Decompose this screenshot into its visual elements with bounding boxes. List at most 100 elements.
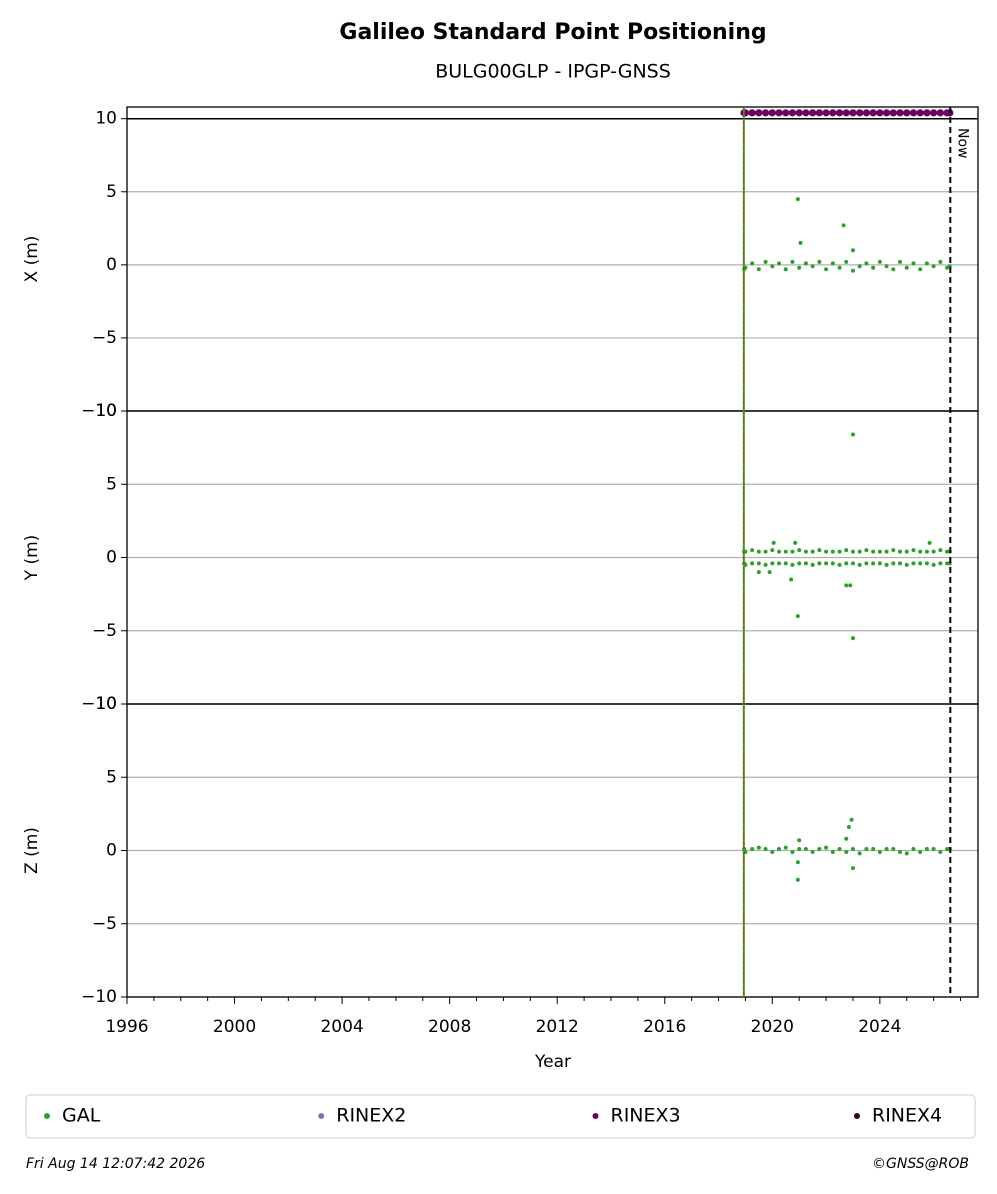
data-point (817, 548, 822, 553)
data-point (809, 109, 817, 117)
x-axis-label: Year (534, 1052, 571, 1072)
data-point (889, 109, 897, 117)
data-point (763, 259, 768, 264)
data-point (790, 562, 795, 567)
data-point (918, 849, 923, 854)
data-point (864, 561, 869, 566)
data-point (904, 562, 909, 567)
data-point (756, 561, 761, 566)
data-point (803, 549, 808, 554)
data-point (775, 109, 783, 117)
data-point (911, 561, 916, 566)
legend-box (25, 1094, 976, 1139)
data-point (797, 561, 802, 566)
data-point (871, 847, 876, 852)
data-point (850, 561, 855, 566)
y-tick-label: −5 (92, 328, 117, 348)
data-point (862, 109, 871, 117)
data-point (844, 561, 849, 566)
data-point (767, 570, 772, 575)
data-point (837, 847, 842, 852)
x-tick-label: 2020 (751, 1017, 794, 1037)
legend-marker (44, 1113, 50, 1119)
data-point (830, 261, 835, 266)
data-point (857, 264, 862, 269)
data-point (911, 847, 916, 852)
data-point (871, 265, 876, 270)
data-point (924, 261, 929, 266)
y-tick-label: 5 (106, 182, 117, 202)
y-tick-label: −10 (81, 401, 117, 421)
y-tick-label: −10 (81, 987, 117, 1007)
data-point (761, 109, 770, 117)
data-point (770, 849, 775, 854)
x-tick-label: 2016 (643, 1017, 686, 1037)
data-point (790, 849, 795, 854)
data-point (871, 549, 876, 554)
data-point (857, 562, 862, 567)
y-axis-label: Y (m) (22, 535, 42, 582)
data-point (882, 109, 891, 117)
data-point (923, 109, 931, 117)
data-point (904, 265, 909, 270)
data-point (815, 109, 823, 117)
data-point (848, 583, 853, 588)
data-point (904, 549, 909, 554)
data-point (844, 548, 849, 553)
data-point (763, 549, 768, 554)
data-point (750, 261, 755, 266)
panel-frame (126, 703, 979, 998)
data-point (797, 838, 802, 843)
data-point (824, 267, 829, 272)
data-point (782, 109, 790, 117)
data-point (763, 562, 768, 567)
data-point (756, 267, 761, 272)
data-point (924, 561, 929, 566)
data-point (931, 847, 936, 852)
data-point (891, 548, 896, 553)
data-point (938, 561, 943, 566)
data-point (891, 561, 896, 566)
data-point (896, 109, 904, 117)
data-point (850, 432, 855, 437)
data-point (869, 109, 877, 117)
data-point (810, 264, 815, 269)
data-point (795, 109, 803, 117)
data-point (793, 540, 798, 545)
data-point (768, 109, 776, 117)
data-point (904, 851, 909, 856)
data-point (849, 817, 854, 822)
data-point (777, 561, 782, 566)
data-point (824, 561, 829, 566)
data-point (884, 549, 889, 554)
chart-title: Galileo Standard Point Positioning (339, 20, 766, 45)
data-point (903, 109, 911, 117)
legend-label: GAL (62, 1105, 101, 1127)
data-point (802, 109, 810, 117)
y-tick-label: 5 (106, 767, 117, 787)
y-tick-label: 0 (106, 841, 117, 861)
data-point (810, 849, 815, 854)
x-tick-label: 2008 (428, 1017, 471, 1037)
data-point (891, 267, 896, 272)
y-axis-label: X (m) (22, 236, 42, 283)
data-point (909, 109, 918, 117)
data-point (918, 549, 923, 554)
data-point (884, 847, 889, 852)
data-point (857, 549, 862, 554)
data-point (850, 549, 855, 554)
data-point (803, 847, 808, 852)
data-point (884, 562, 889, 567)
data-point (783, 845, 788, 850)
data-point (756, 845, 761, 850)
data-point (927, 540, 932, 545)
legend-marker (854, 1113, 860, 1119)
x-tick-label: 2004 (320, 1017, 363, 1037)
legend-marker (592, 1113, 599, 1119)
data-point (789, 577, 794, 582)
chart-subtitle: BULG00GLP - IPGP-GNSS (435, 61, 671, 83)
y-tick-label: 0 (106, 255, 117, 275)
data-point (824, 549, 829, 554)
data-point (837, 265, 842, 270)
